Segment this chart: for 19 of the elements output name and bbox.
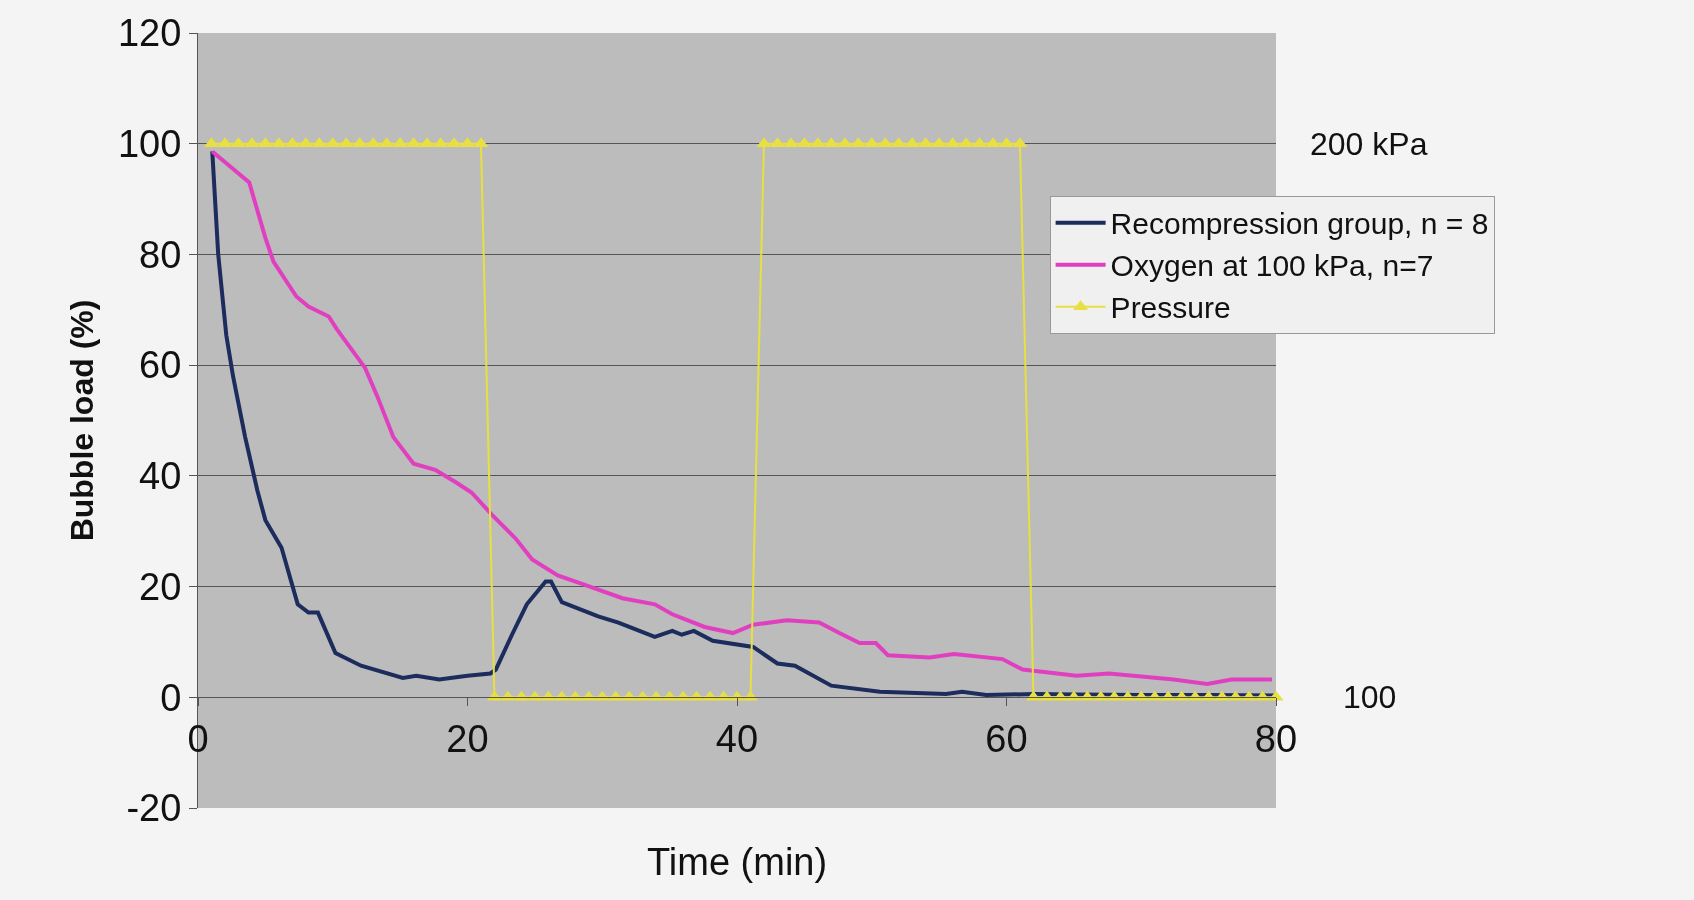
legend-label: Oxygen at 100 kPa, n=7: [1110, 249, 1434, 283]
y-tick-label: 20: [139, 565, 182, 608]
x-axis-title: Time (min): [647, 841, 828, 883]
legend-label: Pressure: [1110, 291, 1231, 325]
y-tick-label: 0: [160, 676, 182, 719]
text: 100: [1343, 679, 1397, 715]
y-axis-title: Bubble load (%): [64, 299, 101, 542]
y-tick-label: 80: [139, 233, 182, 276]
x-tick-label: 20: [446, 717, 489, 760]
y-tick-label: -20: [126, 787, 182, 830]
x-tick-label: 40: [715, 717, 759, 760]
y-tick-label: 100: [117, 123, 182, 166]
y-tick-label: 120: [117, 12, 182, 55]
y-tick-label: 60: [139, 344, 182, 387]
y-tick-label: 40: [139, 455, 182, 498]
x-tick-label: 60: [985, 717, 1028, 760]
x-tick-label: 80: [1254, 717, 1298, 760]
legend-label: Recompression group, n = 8: [1110, 207, 1489, 241]
text: 200 kPa: [1310, 126, 1428, 162]
